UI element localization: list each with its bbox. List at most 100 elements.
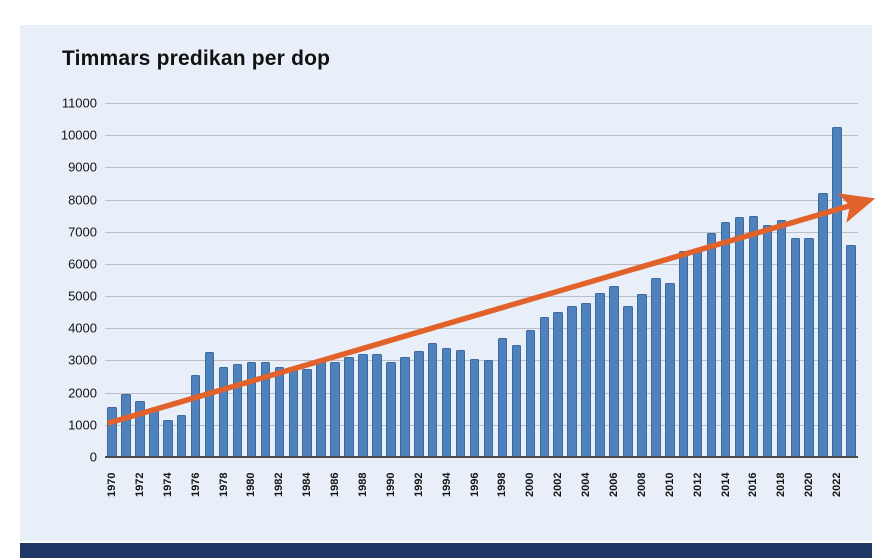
x-tick-label-2006: 2006 [607,472,620,497]
bar-1999 [511,345,522,457]
bar-2005 [595,292,605,457]
bar-1991 [400,357,410,457]
bar-2023 [846,244,856,457]
bar-1975 [176,415,187,457]
bar-2017 [762,225,773,457]
y-tick-label-1000: 1000 [68,417,97,433]
bar-1986 [330,362,340,457]
bar-2004 [581,302,591,457]
y-tick-label-9000: 9000 [68,159,97,175]
y-tick-label-6000: 6000 [68,256,97,272]
bar-2011 [678,251,689,457]
x-tick-label-2016: 2016 [747,472,760,497]
x-tick-label-2022: 2022 [831,472,844,497]
x-tick-label-1978: 1978 [217,472,230,497]
x-tick-label-1974: 1974 [161,472,174,497]
x-tick-label-1990: 1990 [384,472,397,497]
bar-1977 [204,352,215,457]
gridline-3000 [105,360,858,362]
bar-1996 [469,358,480,457]
bar-2016 [748,215,759,457]
bar-1971 [121,394,131,457]
bar-2015 [734,217,745,457]
gridline-7000 [105,231,858,233]
x-tick-label-2020: 2020 [803,472,816,497]
bar-2019 [790,238,800,457]
x-tick-label-2014: 2014 [719,472,732,497]
x-tick-label-1984: 1984 [301,472,314,497]
bar-1984 [302,368,312,457]
x-tick-label-2002: 2002 [552,472,565,497]
bar-1992 [414,350,424,457]
bar-2001 [539,317,549,457]
bar-2007 [623,305,633,457]
bar-2009 [651,278,661,457]
bar-2006 [609,286,619,457]
gridline-6000 [105,263,858,265]
y-tick-label-8000: 8000 [68,192,97,208]
bar-1995 [455,349,466,457]
bar-2000 [525,329,536,457]
x-tick-label-1996: 1996 [468,472,481,497]
trend-arrow [107,193,876,426]
gridline-10000 [105,135,858,137]
x-tick-label-1992: 1992 [412,472,425,497]
bar-1976 [190,374,201,457]
bar-2013 [706,233,717,457]
y-tick-label-4000: 4000 [68,320,97,336]
bar-1972 [135,400,145,457]
bar-1990 [386,362,396,457]
x-tick-label-1970: 1970 [105,472,118,497]
bar-1974 [163,420,173,457]
bar-2014 [720,222,731,457]
gridline-9000 [105,167,858,169]
gridline-2000 [105,392,858,394]
x-tick-label-1998: 1998 [496,472,509,497]
y-tick-label-10000: 10000 [60,127,97,143]
gridline-4000 [105,328,858,330]
bar-1998 [497,337,508,457]
plot-area: 0 1000 2000 3000 4000 5000 6000 7000 8000 9000 100… [61,96,876,497]
bar-1978 [218,366,229,457]
bar-1997 [483,359,494,457]
bar-1994 [441,347,452,457]
bar-1982 [274,366,285,457]
x-tick-label-2004: 2004 [580,472,593,497]
bar-2018 [776,220,787,457]
x-tick-label-2008: 2008 [635,472,648,497]
x-tick-label-1994: 1994 [440,472,453,497]
y-tick-label-2000: 2000 [68,385,97,401]
x-tick-label-2000: 2000 [524,472,537,497]
x-tick-label-1976: 1976 [189,472,202,497]
gridline-1000 [105,424,858,426]
x-tick-label-2010: 2010 [663,472,676,497]
bar-2002 [553,312,563,457]
y-tick-label-7000: 7000 [68,224,97,240]
y-tick-label-3000: 3000 [68,352,97,368]
chart-title: Timmars predikan per dop [62,47,331,70]
x-tick-label-1972: 1972 [133,472,146,497]
x-tick-label-2012: 2012 [691,472,704,497]
gridline-5000 [105,296,858,298]
bar-1970 [107,407,117,457]
bar-1979 [232,363,243,457]
bar-2010 [665,283,675,457]
footer-accent-bar [20,543,872,558]
x-tick-label-1980: 1980 [245,472,258,497]
bar-1988 [358,354,368,457]
bar-2003 [567,305,577,457]
bar-1989 [372,354,382,457]
bar-2021 [818,193,828,457]
x-tick-label-1988: 1988 [356,472,369,497]
bar-1993 [427,342,438,457]
y-tick-label-0: 0 [89,449,97,465]
y-tick-label-11000: 11000 [61,95,97,111]
x-tick-label-1982: 1982 [273,472,286,497]
x-axis-line [105,456,858,458]
bar-1980 [246,362,257,457]
bar-2020 [804,238,814,457]
x-tick-label-1986: 1986 [329,472,342,497]
chart-panel: Timmars predikan per dop 0 1000 2000 3000 40… [20,25,876,541]
x-tick-label-2018: 2018 [775,472,788,497]
